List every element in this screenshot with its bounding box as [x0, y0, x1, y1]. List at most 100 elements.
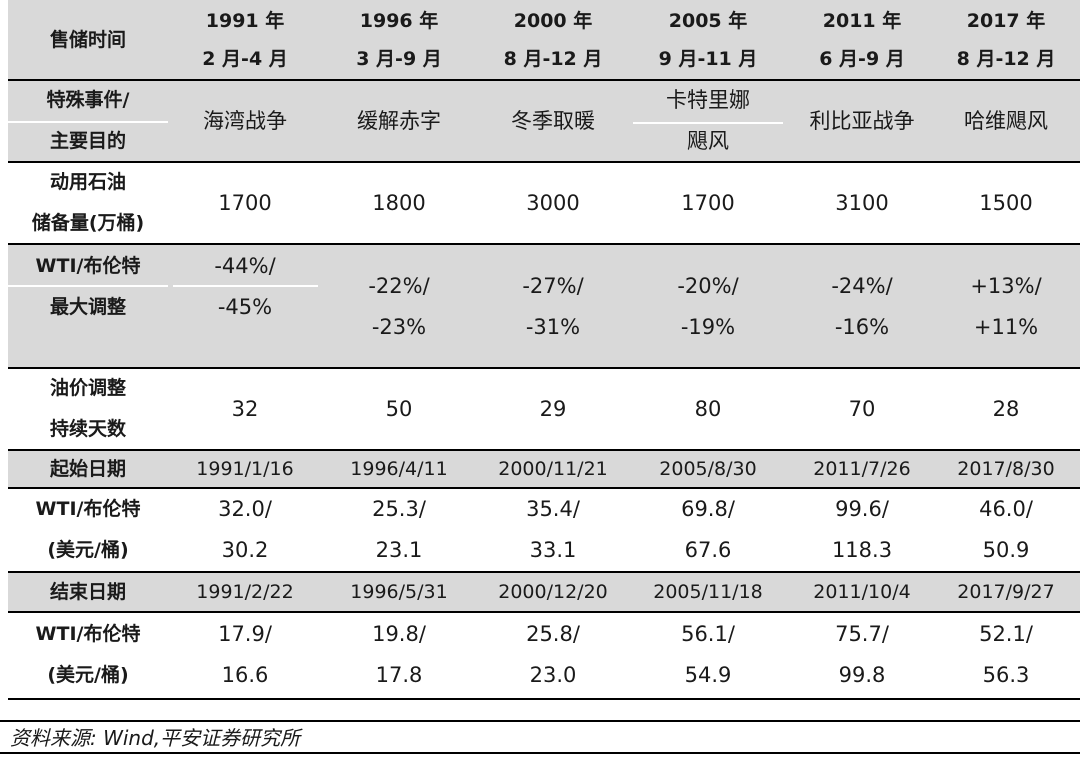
period-year: 1991 年 — [205, 10, 285, 32]
end-price-label-line1: WTI/布伦特 — [35, 623, 141, 645]
start-date-value: 2005/8/30 — [659, 458, 757, 480]
reserve-row: 动用石油 储备量(万桶) 1700 1800 3000 1700 3100 1500 — [8, 162, 1080, 244]
duration-cell: 29 — [478, 368, 628, 450]
duration-label: 油价调整 持续天数 — [8, 368, 168, 450]
reserve-cell: 1500 — [931, 162, 1080, 244]
start-price-value: 118.3 — [831, 538, 893, 562]
end-price-cell: 52.1/56.3 — [931, 612, 1080, 698]
end-date-row: 结束日期 1991/2/22 1996/5/31 2000/12/20 2005/11/… — [8, 572, 1080, 612]
adjust-cell: +13%/ +11% — [931, 244, 1080, 368]
start-date-cell: 1996/4/11 — [324, 450, 474, 488]
end-date-cell: 1991/2/22 — [170, 572, 320, 612]
period-cell: 1996 年 3 月-9 月 — [324, 0, 474, 80]
end-price-value: 17.8 — [375, 663, 423, 687]
event-text: 卡特里娜 — [666, 88, 750, 112]
event-text: 冬季取暖 — [511, 108, 595, 133]
duration-label-line2: 持续天数 — [49, 418, 126, 440]
end-date-cell: 2005/11/18 — [633, 572, 783, 612]
start-price-value: 99.6/ — [835, 497, 889, 521]
adjust-value: -16% — [834, 315, 890, 339]
reserve-label-line1: 动用石油 — [49, 171, 126, 193]
period-year: 2000 年 — [513, 10, 593, 32]
end-price-value: 19.8/ — [372, 622, 426, 646]
end-date-cell: 2000/12/20 — [478, 572, 628, 612]
period-year: 2017 年 — [966, 10, 1046, 32]
adjust-value: -45% — [217, 295, 273, 319]
adjust-value: -23% — [371, 315, 427, 339]
adjust-value: -20%/ — [677, 274, 739, 298]
adjust-value: +13%/ — [970, 274, 1042, 298]
end-price-cell: 25.8/23.0 — [478, 612, 628, 698]
row-divider — [8, 487, 1080, 489]
reserve-cell: 3000 — [478, 162, 628, 244]
row-divider — [8, 611, 1080, 613]
event-cell: 哈维飓风 — [931, 80, 1080, 162]
row-divider — [8, 571, 1080, 573]
adjust-cell: -44%/ -45% — [170, 244, 320, 368]
adjust-value: -22%/ — [368, 274, 430, 298]
period-cell: 2011 年 6 月-9 月 — [787, 0, 937, 80]
start-price-value: 67.6 — [684, 538, 732, 562]
duration-value: 28 — [992, 396, 1020, 421]
adjust-cell: -20%/ -19% — [633, 244, 783, 368]
period-months: 2 月-4 月 — [202, 48, 288, 70]
period-cell: 2017 年 8 月-12 月 — [931, 0, 1080, 80]
header-label-text: 售储时间 — [49, 28, 126, 51]
adjust-value: -27%/ — [522, 274, 584, 298]
header-label: 售储时间 — [8, 0, 168, 80]
adjust-cell: -27%/ -31% — [478, 244, 628, 368]
reserve-value: 3000 — [526, 190, 580, 215]
period-cell: 2005 年 9 月-11 月 — [633, 0, 783, 80]
start-date-row: 起始日期 1991/1/16 1996/4/11 2000/11/21 2005/8/3… — [8, 450, 1080, 488]
start-date-cell: 2017/8/30 — [931, 450, 1080, 488]
event-cell: 卡特里娜 飓风 — [633, 80, 783, 162]
adjust-row: WTI/布伦特 最大调整 -44%/-45% -22%/-23% -27%/-31% -2… — [8, 244, 1080, 368]
end-price-value: 56.3 — [982, 663, 1030, 687]
adjust-value: -31% — [525, 315, 581, 339]
end-price-value: 17.9/ — [218, 622, 272, 646]
label-sub-divider — [8, 285, 168, 287]
row-divider — [8, 243, 1080, 245]
start-date-cell: 2000/11/21 — [478, 450, 628, 488]
end-date-cell: 2017/9/27 — [931, 572, 1080, 612]
reserve-value: 1700 — [218, 190, 272, 215]
reserve-value: 1800 — [372, 190, 426, 215]
start-price-value: 25.3/ — [372, 497, 426, 521]
row-divider — [8, 698, 1080, 700]
duration-value: 80 — [694, 396, 722, 421]
adjust-cell: -22%/ -23% — [324, 244, 474, 368]
start-date-label: 起始日期 — [8, 450, 168, 488]
end-price-value: 54.9 — [684, 663, 732, 687]
start-price-cell: 25.3/23.1 — [324, 488, 474, 572]
duration-label-line1: 油价调整 — [49, 377, 126, 399]
adjust-value: -24%/ — [831, 274, 893, 298]
footer-bottom-rule — [0, 752, 1080, 754]
event-cell: 缓解赤字 — [324, 80, 474, 162]
start-date-value: 1996/4/11 — [350, 458, 448, 480]
period-months: 8 月-12 月 — [503, 48, 603, 70]
start-price-value: 35.4/ — [526, 497, 580, 521]
reserve-label-line2: 储备量(万桶) — [31, 212, 145, 234]
start-price-label-line2: (美元/桶) — [47, 539, 129, 561]
end-price-value: 52.1/ — [979, 622, 1033, 646]
start-price-value: 46.0/ — [979, 497, 1033, 521]
start-price-cell: 69.8/67.6 — [633, 488, 783, 572]
reserve-cell: 1800 — [324, 162, 474, 244]
end-date-value: 2017/9/27 — [957, 581, 1055, 603]
reserve-label: 动用石油储备量(万桶) — [8, 162, 168, 244]
period-months: 6 月-9 月 — [819, 48, 905, 70]
duration-value: 32 — [231, 396, 259, 421]
reserve-value: 1500 — [979, 190, 1033, 215]
event-cell: 利比亚战争 — [787, 80, 937, 162]
start-price-value: 30.2 — [221, 538, 269, 562]
event-cell: 海湾战争 — [170, 80, 320, 162]
row-divider — [8, 449, 1080, 451]
label-sub-divider — [8, 121, 168, 123]
start-date-cell: 2005/8/30 — [633, 450, 783, 488]
end-date-cell: 1996/5/31 — [324, 572, 474, 612]
event-text: 海湾战争 — [203, 108, 287, 133]
end-date-value: 2005/11/18 — [653, 581, 763, 603]
adjust-value: -44%/ — [214, 254, 276, 278]
start-date-value: 1991/1/16 — [196, 458, 294, 480]
period-cell: 1991 年 2 月-4 月 — [170, 0, 320, 80]
